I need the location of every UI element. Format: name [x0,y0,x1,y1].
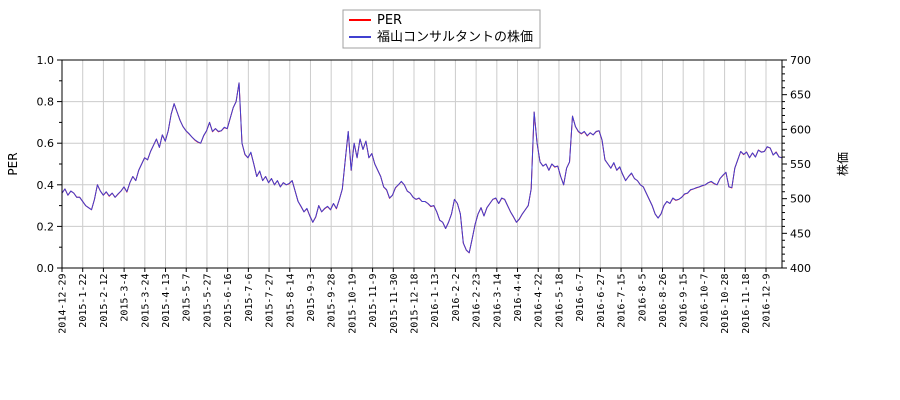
x-tick-label: 2015-11-30 [389,274,400,334]
x-tick-label: 2016-1-13 [430,274,441,328]
x-tick-label: 2016-4-4 [513,274,524,322]
price-line [61,82,783,254]
y-tick-label-right: 550 [790,158,811,171]
y-tick-label-left: 0.8 [37,96,55,109]
x-tick-label: 2016-10-28 [720,274,731,334]
y-tick-label-right: 400 [790,262,811,275]
y-tick-label-right: 450 [790,227,811,240]
x-tick-label: 2014-12-29 [58,274,69,334]
y-axis-label-right: 株価 [835,152,850,176]
x-tick-label: 2016-2-2 [451,274,462,322]
x-tick-label: 2016-8-26 [658,274,669,328]
x-tick-label: 2015-7-27 [265,274,276,328]
x-tick-label: 2015-5-27 [202,274,213,328]
legend-label-price: 福山コンサルタントの株価 [377,30,533,45]
y-tick-label-left: 1.0 [37,54,55,67]
x-tick-label: 2016-6-7 [575,274,586,322]
x-tick-label: 2015-7-6 [244,274,255,322]
x-tick-label: 2015-6-16 [223,274,234,328]
axis-layer: 2014-12-29 2015-1-22 2015-2-12 2015-3-4 2015… [37,54,812,334]
y-tick-label-right: 600 [790,123,811,136]
x-tick-label: 2016-9-15 [679,274,690,328]
legend: PER 福山コンサルタントの株価 [342,9,541,49]
x-tick-label: 2015-2-12 [99,274,110,328]
y-tick-label-right: 700 [790,54,811,67]
y-tick-label-left: 0.6 [37,137,55,150]
x-tick-label: 2015-9-3 [306,274,317,322]
x-tick-label: 2016-3-14 [492,274,503,328]
y-tick-label-right: 650 [790,89,811,102]
plot-border [61,59,783,269]
x-tick-label: 2015-3-4 [120,274,131,322]
x-tick-label: 2016-4-22 [534,274,545,328]
y-tick-label-left: 0.0 [37,262,55,275]
x-tick-label: 2016-2-23 [472,274,483,328]
x-tick-label: 2015-8-14 [285,274,296,328]
x-tick-label: 2016-6-27 [596,274,607,328]
series-layer [61,82,783,254]
x-tick-label: 2016-5-18 [554,274,565,328]
y-tick-label-left: 0.2 [37,220,55,233]
x-tick-label: 2015-11-9 [368,274,379,328]
x-tick-label: 2015-12-18 [410,274,421,334]
x-tick-label: 2015-1-22 [78,274,89,328]
y-tick-label-left: 0.4 [37,179,55,192]
y-tick-label-right: 500 [790,193,811,206]
x-tick-label: 2016-12-9 [762,274,773,328]
x-tick-label: 2015-10-19 [347,274,358,334]
x-tick-label: 2015-3-24 [140,274,151,328]
x-tick-label: 2016-8-5 [637,274,648,322]
x-tick-label: 2015-5-7 [182,274,193,322]
x-tick-label: 2016-10-7 [699,274,710,328]
x-tick-label: 2016-7-15 [617,274,628,328]
x-tick-label: 2015-9-28 [327,274,338,328]
y-axis-label-left: PER [6,152,20,175]
x-tick-label: 2016-11-18 [741,274,752,334]
legend-box [342,9,541,49]
x-tick-label: 2015-4-13 [161,274,172,328]
legend-label-per: PER [377,13,402,28]
